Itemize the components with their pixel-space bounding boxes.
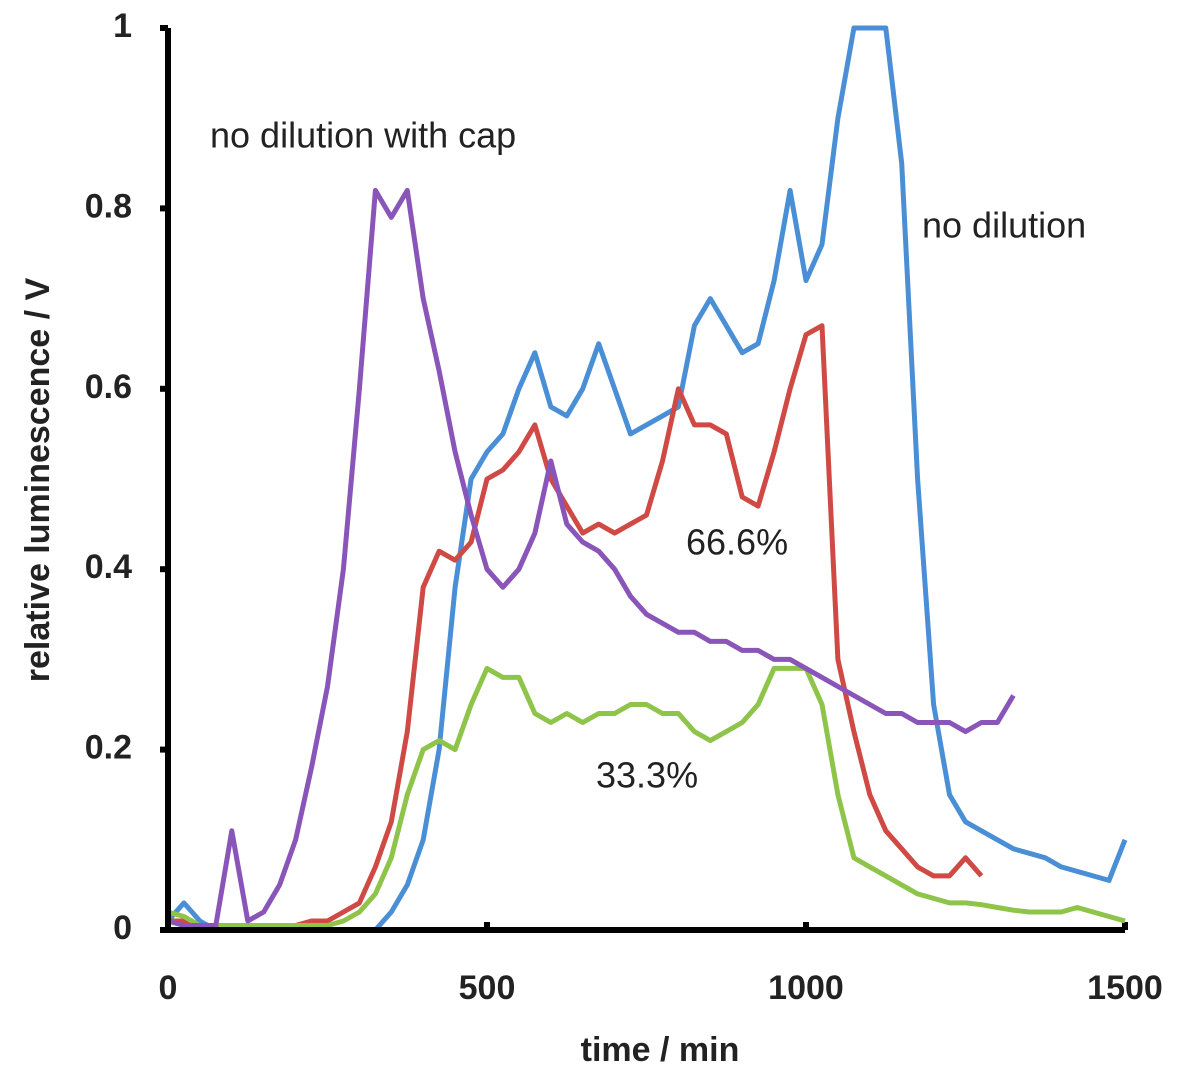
series-line (167, 187, 1016, 928)
y-tick-label: 1 (113, 7, 132, 45)
y-tick-label: 0.4 (85, 548, 132, 586)
series-label: 66.6% (686, 522, 788, 563)
series-line (167, 665, 1126, 928)
x-tick-label: 500 (459, 969, 516, 1007)
x-tick-label: 1000 (768, 969, 844, 1007)
y-axis-title: relative luminescence / V (19, 277, 57, 682)
series-label: 33.3% (596, 755, 698, 796)
series-line (168, 323, 984, 928)
y-tick-label: 0.8 (85, 187, 132, 225)
x-tick-label: 1500 (1087, 969, 1163, 1007)
series-label: no dilution with cap (210, 115, 516, 156)
x-tick-label: 0 (159, 969, 178, 1007)
y-tick-label: 0.6 (85, 368, 132, 406)
y-tick-label: 0.2 (85, 729, 132, 767)
y-tick-label: 0 (113, 909, 132, 947)
x-axis-title: time / min (581, 1031, 740, 1069)
series-label: no dilution (922, 205, 1086, 246)
